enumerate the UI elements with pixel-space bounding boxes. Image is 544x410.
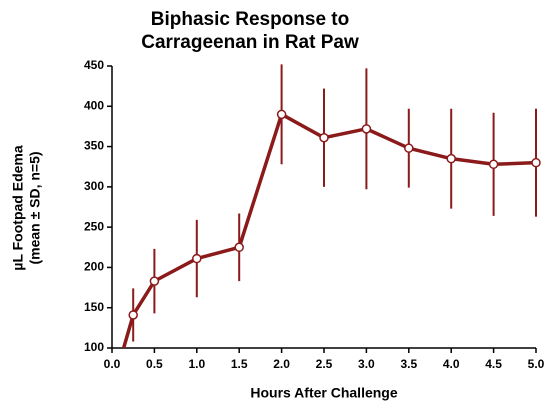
y-axis-title: (mean ± SD, n=5)	[27, 151, 43, 264]
data-point	[404, 143, 414, 153]
x-tick-label: 1.0	[188, 357, 205, 371]
x-tick-label: 5.0	[528, 357, 544, 371]
data-point	[149, 276, 160, 286]
y-tick-label: 150	[84, 300, 104, 314]
data-line	[121, 112, 537, 348]
x-tick-label: 1.5	[231, 357, 248, 371]
x-axis-title: Hours After Challenge	[250, 385, 397, 401]
x-tick-label: 4.0	[443, 357, 460, 371]
data-point	[192, 253, 202, 264]
y-axis-title: µL Footpad Edema	[10, 145, 26, 270]
data-point	[319, 132, 329, 143]
y-tick-label: 400	[84, 98, 104, 112]
y-tick-label: 100	[84, 340, 104, 354]
chart-title: Carrageenan in Rat Paw	[141, 32, 359, 53]
data-point	[361, 124, 372, 134]
y-tick-label: 300	[84, 179, 104, 193]
y-tick-label: 250	[84, 219, 104, 233]
data-point	[276, 109, 287, 120]
data-point	[531, 157, 541, 168]
plot-area	[108, 64, 541, 392]
y-tick-label: 450	[84, 58, 104, 72]
x-tick-label: 2.5	[316, 357, 333, 371]
x-tick-label: 2.0	[273, 357, 290, 371]
y-tick-label: 200	[84, 260, 104, 274]
data-point	[108, 384, 116, 392]
x-tick-label: 3.0	[358, 357, 375, 371]
x-tick-label: 0.5	[146, 357, 163, 371]
chart-title: Biphasic Response to	[151, 9, 350, 30]
y-tick-label: 350	[84, 139, 104, 153]
x-tick-label: 4.5	[485, 357, 502, 371]
x-tick-label: 3.5	[400, 357, 417, 371]
data-point	[488, 159, 499, 170]
x-tick-label: 0.0	[104, 357, 121, 371]
data-point	[234, 242, 244, 253]
data-point	[446, 153, 456, 164]
data-point	[128, 310, 138, 320]
